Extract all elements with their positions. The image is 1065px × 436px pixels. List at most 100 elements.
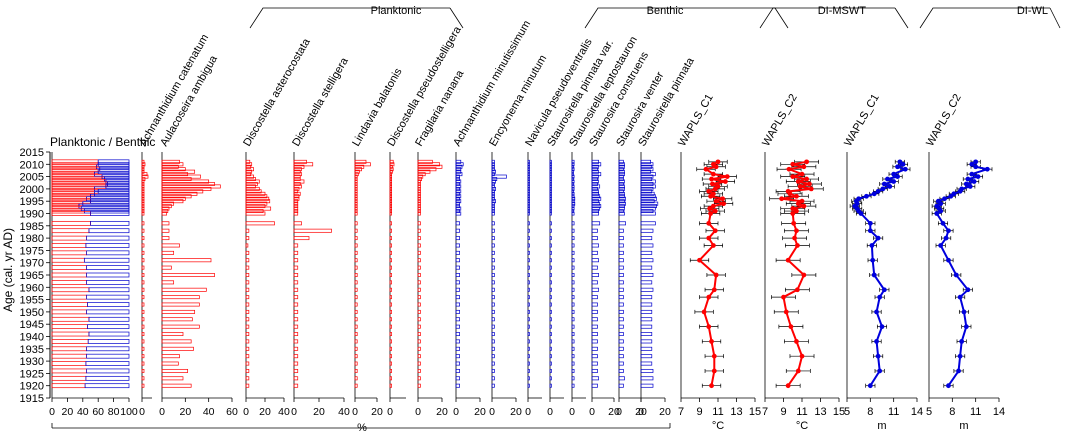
abundance-bar [549, 206, 552, 211]
reconstruction-point [801, 164, 807, 170]
abundance-bar [293, 280, 299, 285]
abundance-bar [417, 184, 421, 189]
abundance-bar [640, 211, 656, 216]
reconstruction-point [709, 383, 714, 389]
abundance-bar [354, 206, 358, 211]
abundance-bar [389, 182, 392, 186]
abundance-bar [293, 164, 305, 169]
reconstruction-point [963, 181, 969, 187]
abundance-bar [161, 174, 201, 179]
abundance-bar [455, 189, 462, 194]
x-tick-label: 20 [371, 406, 383, 418]
x-tick-label: 14 [993, 406, 1005, 418]
planktonic-ratio-bar [51, 324, 88, 330]
x-tick-label: 60 [92, 406, 104, 418]
abundance-bar [293, 221, 302, 226]
reconstruction-point [785, 257, 791, 263]
abundance-bar [527, 295, 530, 300]
abundance-bar [354, 201, 358, 206]
abundance-bar [354, 368, 358, 373]
abundance-bar [527, 354, 530, 359]
benthic-ratio-bar [86, 309, 130, 315]
abundance-bar [640, 159, 651, 164]
abundance-bar [141, 201, 145, 206]
reconstruction-point [713, 198, 719, 204]
abundance-bar [245, 221, 275, 226]
abundance-bar [417, 376, 421, 381]
abundance-bar [161, 179, 210, 184]
abundance-bar [549, 172, 552, 177]
benthic-ratio-bar [90, 193, 130, 199]
reconstruction-point [703, 166, 709, 172]
benthic-ratio-bar [86, 368, 130, 374]
abundance-bar [389, 221, 392, 226]
abundance-bar [389, 228, 392, 233]
abundance-bar [389, 302, 392, 307]
reconstruction-point [938, 201, 944, 207]
abundance-bar [389, 159, 394, 164]
abundance-bar [527, 159, 530, 164]
abundance-bar [455, 317, 460, 322]
abundance-bar [549, 189, 552, 194]
abundance-bar [591, 265, 598, 270]
abundance-bar [549, 182, 552, 186]
reconstruction-point [875, 353, 881, 359]
abundance-bar [389, 295, 392, 300]
reconstruction-point [942, 196, 947, 202]
abundance-bar [245, 332, 250, 336]
abundance-bar [245, 182, 258, 186]
benthic-ratio-bar [88, 228, 130, 234]
abundance-bar [141, 287, 145, 292]
reconstruction-point [790, 174, 796, 180]
abundance-bar [491, 228, 495, 233]
reconstruction-point [697, 257, 702, 263]
x-tick-label: 11 [712, 406, 723, 418]
benthic-ratio-bar [97, 159, 130, 165]
reconstruction-point [969, 161, 975, 167]
reconstruction-point [900, 161, 906, 167]
benthic-ratio-bar [86, 353, 130, 359]
abundance-bar [591, 196, 602, 201]
planktonic-ratio-bar [51, 171, 95, 177]
abundance-bar [417, 265, 421, 270]
reconstruction-point [706, 294, 712, 300]
abundance-bar [161, 361, 179, 366]
abundance-bar [549, 209, 552, 213]
abundance-bar [293, 211, 299, 216]
reconstruction-point [710, 243, 716, 248]
abundance-bar [455, 265, 460, 270]
reconstruction-point [807, 181, 812, 187]
benthic-ratio-bar [88, 331, 130, 337]
abundance-bar [389, 164, 393, 169]
benthic-ratio-bar [88, 287, 130, 293]
abundance-bar [293, 339, 299, 344]
abundance-bar [618, 273, 624, 277]
abundance-bar [591, 250, 598, 255]
abundance-bar [591, 191, 599, 196]
abundance-bar [618, 179, 625, 184]
benthic-ratio-bar [87, 339, 130, 344]
abundance-bar [354, 236, 358, 241]
abundance-bar [417, 309, 421, 314]
abundance-bar [591, 204, 602, 209]
abundance-bar [640, 209, 654, 213]
abundance-bar [640, 169, 651, 174]
reconstruction-point [875, 235, 881, 241]
abundance-bar [293, 184, 302, 189]
abundance-bar [293, 265, 299, 270]
reconstruction-point [787, 191, 793, 197]
abundance-bar [245, 265, 250, 270]
abundance-bar [618, 172, 625, 177]
abundance-bar [293, 376, 299, 381]
abundance-bar [640, 174, 654, 179]
abundance-bar [571, 258, 575, 263]
abundance-bar [527, 196, 530, 201]
abundance-bar [618, 204, 625, 209]
abundance-bar [141, 339, 145, 344]
abundance-bar [245, 295, 250, 300]
abundance-bar [245, 162, 253, 167]
abundance-bar [455, 339, 460, 344]
abundance-bar [245, 324, 250, 329]
abundance-bar [591, 383, 598, 388]
